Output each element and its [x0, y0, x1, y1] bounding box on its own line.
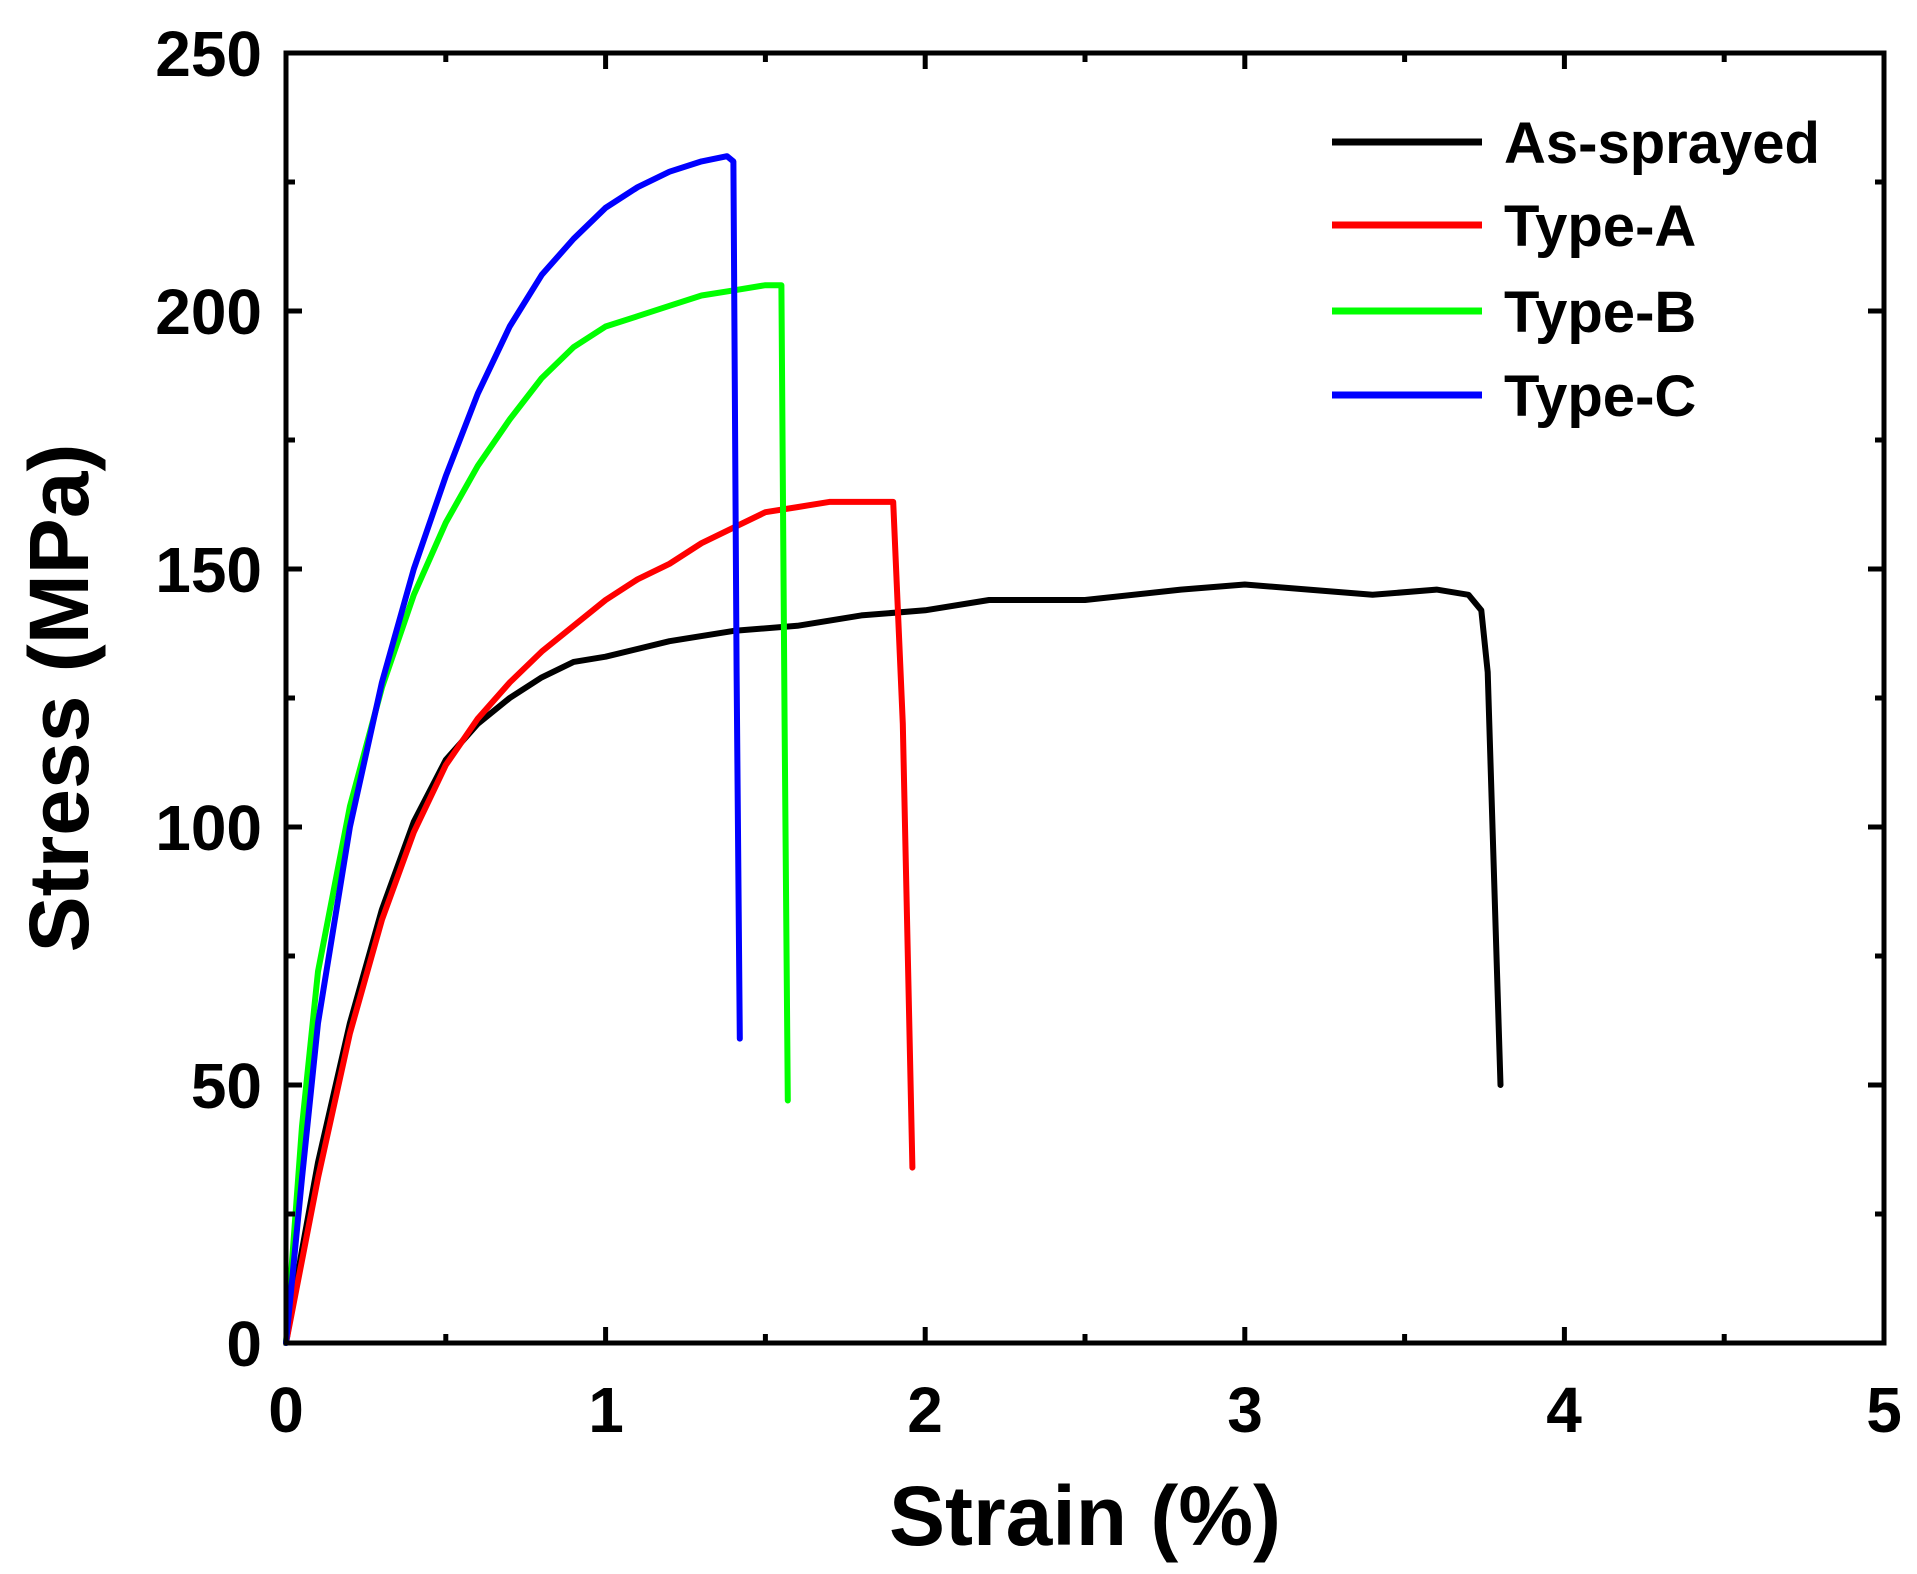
- y-tick-label: 100: [155, 792, 262, 864]
- y-tick-label: 200: [155, 276, 262, 348]
- legend-label-type-a: Type-A: [1504, 194, 1696, 259]
- legend-label-type-b: Type-B: [1504, 280, 1696, 345]
- ticks-layer: [283, 50, 1887, 1346]
- series-line-type-b: [283, 282, 791, 1346]
- series-line-as-sprayed: [283, 581, 1504, 1346]
- x-tick-label: 2: [907, 1374, 943, 1446]
- series-line-type-a: [283, 498, 916, 1346]
- series-layer: [283, 153, 1504, 1346]
- y-tick-label: 150: [155, 534, 262, 606]
- x-tick-label: 1: [588, 1374, 624, 1446]
- series-line-type-c: [283, 153, 743, 1346]
- y-tick-label: 250: [155, 18, 262, 90]
- x-tick-label: 0: [268, 1374, 304, 1446]
- legend: As-sprayed Type-A Type-B Type-C: [1332, 111, 1820, 429]
- x-tick-label: 3: [1227, 1374, 1263, 1446]
- y-axis-title: Stress (MPa): [12, 444, 106, 953]
- legend-label-type-c: Type-C: [1504, 364, 1696, 429]
- x-tick-label: 4: [1546, 1374, 1582, 1446]
- y-tick-label: 0: [226, 1308, 262, 1380]
- legend-label-as-sprayed: As-sprayed: [1504, 111, 1820, 176]
- x-tick-label: 5: [1866, 1374, 1902, 1446]
- y-tick-label: 50: [191, 1050, 262, 1122]
- x-axis-title: Strain (%): [889, 1469, 1281, 1563]
